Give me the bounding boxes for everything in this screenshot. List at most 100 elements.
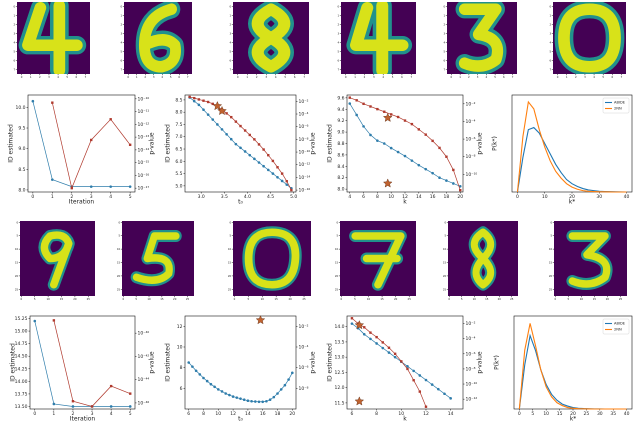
point xyxy=(202,108,205,112)
x-tick-label: 8 xyxy=(376,194,379,200)
y-tick-label: 1 xyxy=(338,14,340,18)
point xyxy=(449,397,452,400)
x-axis-label: k* xyxy=(569,199,575,206)
point xyxy=(198,373,202,376)
y-tick-label: 8.5 xyxy=(175,97,182,103)
point xyxy=(243,129,247,132)
series-line xyxy=(516,100,627,193)
y-tick-label: 5 xyxy=(337,234,339,238)
x-tick-label: 20 xyxy=(289,411,295,417)
point xyxy=(211,102,214,106)
series-line xyxy=(34,320,131,407)
point xyxy=(209,382,213,386)
x-tick-label: 7 xyxy=(187,75,189,79)
x-tick-label: 4 xyxy=(382,75,384,79)
point xyxy=(276,392,279,395)
x-tick-label: 20 xyxy=(569,194,575,200)
x-tick-label: 0 xyxy=(234,297,236,301)
x-tick-label: 3.5 xyxy=(221,194,228,200)
point xyxy=(387,351,391,354)
y-tick-label: 15 xyxy=(228,261,232,265)
point xyxy=(418,374,422,377)
y2-tick-label: 10⁻¹⁰ xyxy=(466,172,478,178)
point xyxy=(128,143,132,147)
point xyxy=(70,186,73,190)
point xyxy=(369,331,372,334)
digit-stroke xyxy=(138,3,181,73)
y-tick-label: 5 xyxy=(445,234,447,238)
y-tick-label: 5 xyxy=(119,234,121,238)
point xyxy=(355,99,358,102)
digit-image xyxy=(130,230,182,287)
point xyxy=(206,100,210,104)
x-tick-label: 18 xyxy=(275,411,281,417)
y2-tick-label: 10⁻⁶ xyxy=(466,351,476,357)
point xyxy=(229,137,233,141)
y-tick-label: 4 xyxy=(550,41,552,45)
x-tick-label: 7 xyxy=(410,75,412,79)
point xyxy=(355,113,358,117)
x-tick-label: 1 xyxy=(51,194,54,200)
x-tick-label: 20 xyxy=(173,297,177,301)
y-tick-label: 4 xyxy=(121,41,123,45)
point xyxy=(239,124,242,128)
x-tick-label: 25 xyxy=(408,297,412,301)
y2-tick-label: 10⁻¹⁷ xyxy=(138,186,150,192)
x-tick-label: 12 xyxy=(423,411,429,417)
y-tick-label: 5 xyxy=(551,234,553,238)
y-tick-label: 11.5 xyxy=(334,400,344,406)
point xyxy=(261,400,265,404)
y2-axis-label: p-value xyxy=(477,132,484,155)
point xyxy=(350,322,354,325)
point xyxy=(369,133,372,137)
y2-tick-label: 10⁻¹⁰ xyxy=(299,150,311,156)
y-tick-label: 4 xyxy=(444,41,446,45)
digit-stroke xyxy=(458,3,504,72)
x-tick-label: 5 xyxy=(354,297,356,301)
x-tick-label: 4.5 xyxy=(267,194,274,200)
series-line xyxy=(53,320,131,407)
x-tick-label: 6 xyxy=(401,75,403,79)
point xyxy=(239,146,242,150)
y-tick-label: 6.0 xyxy=(175,159,182,165)
x-axis-label: Iteration xyxy=(70,416,96,423)
point xyxy=(89,185,93,188)
point xyxy=(431,139,434,143)
point xyxy=(248,153,252,157)
y-tick-label: 2 xyxy=(121,23,123,27)
point xyxy=(128,185,132,188)
x-tick-label: 2 xyxy=(468,75,470,79)
y-tick-label: 5 xyxy=(14,50,16,54)
point xyxy=(51,178,54,181)
y-tick-label: 5 xyxy=(230,50,232,54)
y2-tick-label: 10⁻² xyxy=(299,324,309,330)
y-tick-label: 3 xyxy=(14,32,16,36)
digit-image xyxy=(566,230,613,290)
point xyxy=(381,346,385,350)
y-tick-label: 15 xyxy=(443,261,447,265)
x-tick-label: 1 xyxy=(246,75,248,79)
series-line xyxy=(188,362,293,403)
x-tick-label: 25 xyxy=(584,411,590,417)
point xyxy=(228,393,231,397)
point xyxy=(234,142,238,146)
y-tick-label: 3 xyxy=(338,32,340,36)
point xyxy=(217,388,220,391)
y-tick-label: 0 xyxy=(445,220,447,224)
y-tick-label: 25 xyxy=(117,287,121,291)
point xyxy=(280,172,284,175)
y-tick-label: 1 xyxy=(444,14,446,18)
x-tick-label: 5 xyxy=(284,75,286,79)
point xyxy=(90,138,93,142)
point xyxy=(90,405,94,408)
point xyxy=(239,397,242,400)
x-tick-label: 5 xyxy=(494,75,496,79)
y2-axis-label: p-value xyxy=(149,132,156,155)
point xyxy=(381,341,384,344)
point xyxy=(188,95,191,99)
point xyxy=(418,390,422,393)
y-axis-label: P(k*) xyxy=(492,136,499,151)
point xyxy=(231,395,235,398)
y2-tick-label: 10⁻¹⁶ xyxy=(299,188,311,194)
point xyxy=(393,352,397,356)
